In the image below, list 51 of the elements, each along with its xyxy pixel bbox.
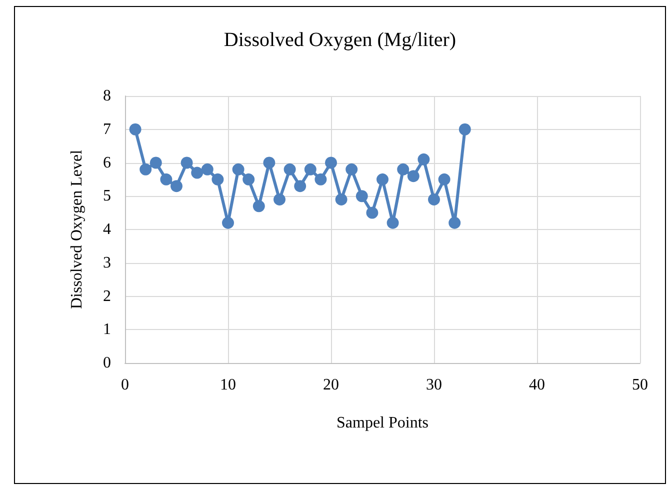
point (304, 163, 316, 176)
y-tick-label: 8 (103, 88, 111, 104)
x-tick-label: 10 (220, 376, 236, 394)
point (170, 180, 182, 192)
x-tick-label: 40 (529, 376, 545, 394)
point (356, 190, 368, 202)
y-tick-label: 7 (103, 120, 111, 138)
point (458, 123, 471, 136)
point (140, 163, 152, 176)
y-tick-label: 3 (103, 254, 111, 272)
y-tick-label: 5 (103, 188, 111, 205)
y-tick-label: 6 (103, 154, 111, 172)
point (314, 173, 327, 186)
chart-title: Dissolved Oxygen (Mg/liter) (224, 29, 456, 51)
point (376, 173, 388, 186)
x-tick-label: 50 (632, 376, 648, 394)
x-axis-title: Sampel Points (336, 414, 429, 432)
x-tick-label: 0 (121, 376, 129, 394)
point (335, 193, 348, 206)
y-tick-label: 4 (103, 221, 111, 238)
x-tick-label: 30 (426, 376, 442, 394)
x-tick-label: 20 (323, 376, 339, 394)
point (386, 216, 399, 229)
y-tick-label: 2 (103, 288, 111, 305)
y-tick-label: 0 (103, 354, 111, 372)
point (325, 156, 337, 169)
y-tick-label: 1 (103, 321, 111, 338)
point (212, 173, 224, 186)
point (242, 173, 255, 186)
point (191, 166, 204, 179)
point (407, 170, 420, 182)
point (252, 200, 265, 212)
y-axis-title: Dissolved Oxygen Level (68, 149, 86, 310)
point (428, 193, 440, 206)
point (201, 163, 214, 176)
point (438, 173, 450, 186)
point (284, 163, 296, 176)
point (448, 216, 461, 229)
point (129, 123, 142, 136)
point (346, 163, 358, 176)
point (274, 193, 286, 206)
point (418, 153, 430, 166)
point (150, 156, 162, 169)
point (397, 163, 410, 176)
point (263, 156, 276, 169)
point (222, 216, 234, 229)
point (366, 206, 378, 219)
point (160, 173, 172, 186)
point (294, 180, 306, 192)
point (232, 163, 244, 176)
point (180, 156, 193, 169)
